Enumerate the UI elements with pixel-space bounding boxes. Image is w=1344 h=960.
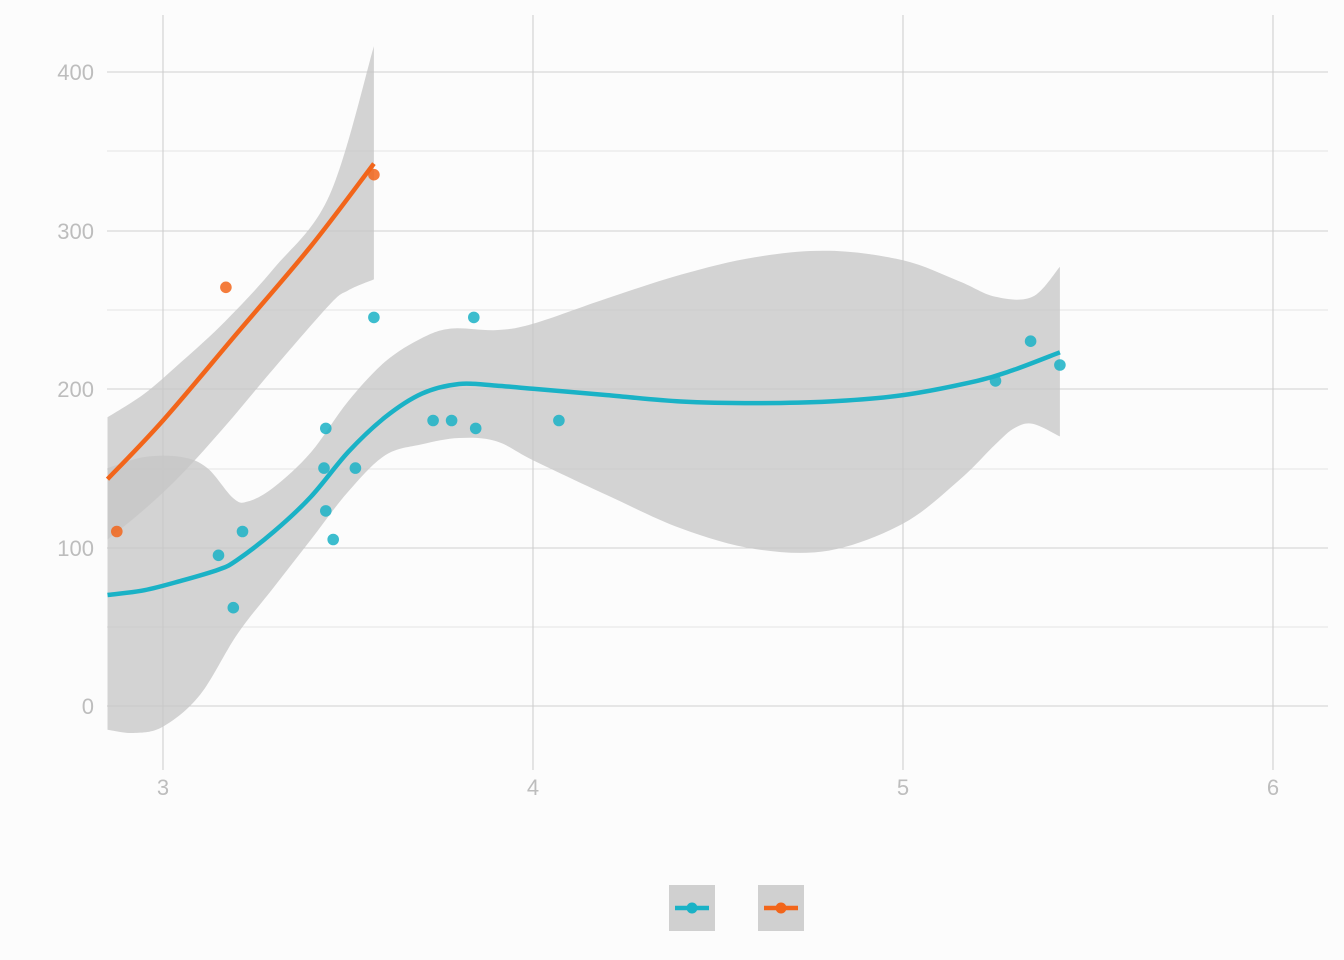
data-point-series-2 <box>368 168 380 181</box>
data-point-series-1 <box>469 422 482 435</box>
data-point-series-1 <box>349 462 362 474</box>
data-point-series-1 <box>212 549 225 562</box>
y-tick-label: 100 <box>57 536 94 561</box>
y-tick-label: 200 <box>57 377 94 402</box>
legend-key-point <box>775 902 787 914</box>
x-tick-label: 5 <box>897 775 909 800</box>
data-points <box>111 168 1066 614</box>
x-tick-label: 4 <box>527 775 539 800</box>
confidence-band-series-2 <box>107 46 374 540</box>
y-tick-label: 300 <box>57 219 94 244</box>
data-point-series-1 <box>320 505 332 517</box>
data-point-series-1 <box>989 375 1002 387</box>
legend-key-point <box>686 902 698 914</box>
data-point-series-1 <box>236 525 249 538</box>
legend-key-series-1 <box>669 885 715 931</box>
data-point-series-1 <box>368 311 380 324</box>
y-tick-label: 400 <box>57 60 94 85</box>
smooth-lines <box>105 162 1061 598</box>
data-point-series-1 <box>227 601 240 614</box>
data-point-series-1 <box>427 414 439 427</box>
smooth-line-series-2 <box>105 162 376 481</box>
x-tick-labels: 3 4 5 6 <box>157 775 1279 800</box>
y-tick-label: 0 <box>82 694 94 719</box>
x-tick-label: 6 <box>1267 775 1279 800</box>
confidence-band-series-1 <box>107 250 1060 734</box>
data-point-series-2 <box>220 281 232 294</box>
confidence-ribbons <box>107 46 1060 734</box>
data-point-series-1 <box>318 462 330 474</box>
x-tick-label: 3 <box>157 775 169 800</box>
data-point-series-1 <box>320 422 332 435</box>
data-point-series-1 <box>445 414 458 427</box>
y-tick-labels: 400 300 200 100 0 <box>57 60 94 719</box>
legend <box>669 885 804 931</box>
data-point-series-1 <box>1024 335 1037 348</box>
data-point-series-1 <box>327 533 340 546</box>
legend-key-series-2 <box>758 885 804 931</box>
data-point-series-1 <box>468 311 480 324</box>
data-point-series-1 <box>1054 359 1066 371</box>
smooth-line-series-1 <box>107 350 1061 598</box>
data-point-series-2 <box>111 525 123 538</box>
data-point-series-1 <box>553 414 565 427</box>
